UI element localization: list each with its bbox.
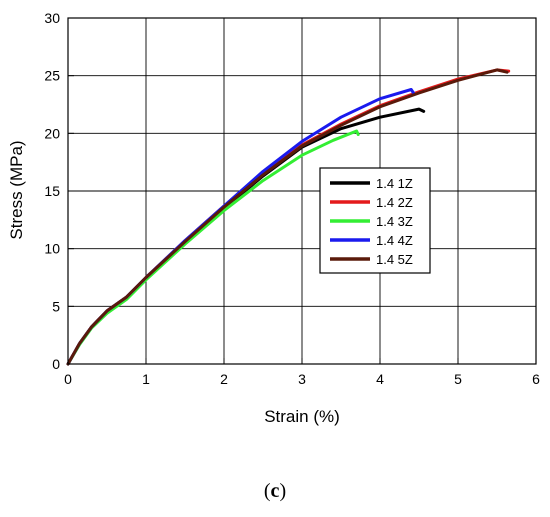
- x-tick-label: 6: [532, 371, 540, 387]
- legend: 1.4 1Z 1.4 2Z 1.4 3Z 1.4 4Z 1.4 5Z: [319, 167, 431, 274]
- stress-strain-chart: 0 1 2 3 4 5 6 0 5 10 15 20 25 30 Strain (%) Stress (M…: [7, 10, 540, 426]
- legend-box: [319, 167, 431, 274]
- data-series: [66, 68, 511, 366]
- legend-label: 1.4 1Z: [376, 176, 413, 191]
- y-tick-label: 0: [52, 356, 60, 372]
- series-line: [66, 68, 509, 366]
- series-line: [66, 129, 360, 366]
- legend-label: 1.4 3Z: [376, 214, 413, 229]
- y-tick-label: 5: [52, 298, 60, 314]
- legend-label: 1.4 5Z: [376, 252, 413, 267]
- x-tick-label: 2: [220, 371, 228, 387]
- axis-ticks: 0 1 2 3 4 5 6 0 5 10 15 20 25 30: [44, 10, 540, 387]
- legend-label: 1.4 4Z: [376, 233, 413, 248]
- series-line: [66, 68, 511, 366]
- x-tick-label: 0: [64, 371, 72, 387]
- panel-label: (c): [263, 480, 287, 502]
- legend-label: 1.4 2Z: [376, 195, 413, 210]
- y-tick-label: 25: [44, 68, 60, 84]
- x-tick-label: 5: [454, 371, 462, 387]
- x-tick-label: 4: [376, 371, 384, 387]
- panel-letter: c: [270, 480, 280, 502]
- x-axis-title: Strain (%): [264, 407, 340, 426]
- y-tick-label: 15: [44, 183, 60, 199]
- x-tick-label: 1: [142, 371, 150, 387]
- y-tick-label: 30: [44, 10, 60, 26]
- y-axis-title: Stress (MPa): [7, 140, 26, 239]
- grid-lines: [68, 18, 536, 364]
- y-tick-label: 10: [44, 241, 60, 257]
- x-tick-label: 3: [298, 371, 306, 387]
- y-tick-label: 20: [44, 125, 60, 141]
